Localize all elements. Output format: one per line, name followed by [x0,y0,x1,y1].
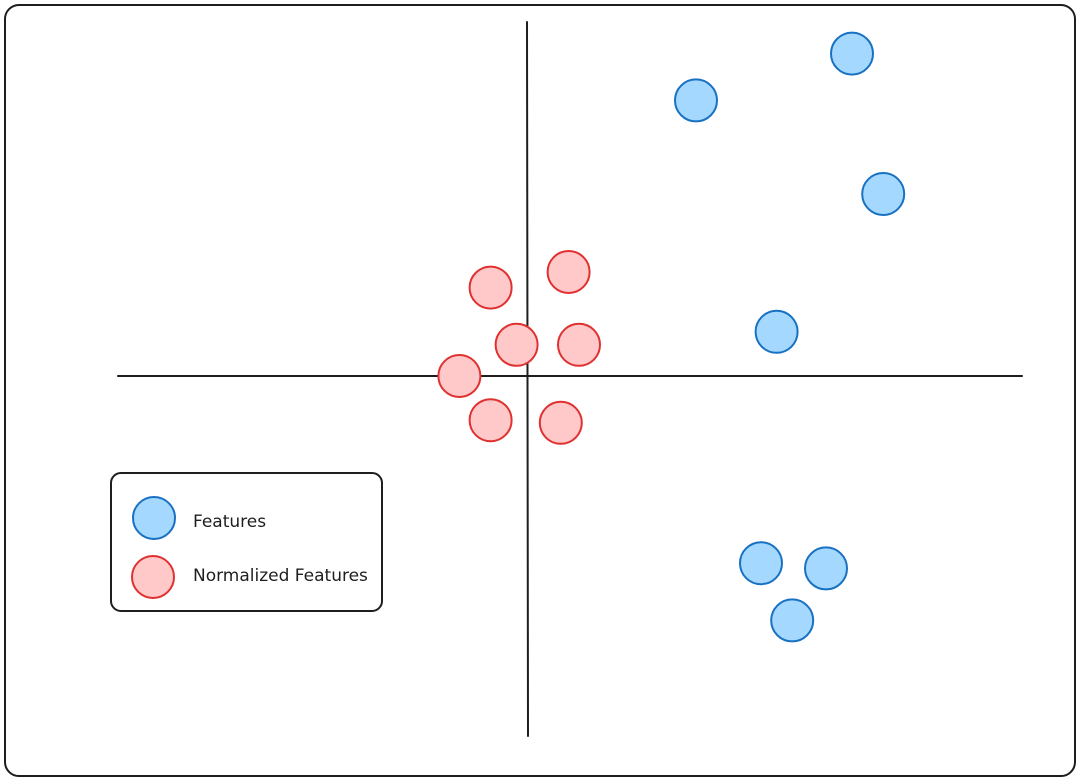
legend-label-features: Features [193,512,266,532]
normalized-features-point-1 [468,265,513,310]
features-point-5 [739,541,783,586]
legend-swatch-features [132,496,176,540]
features-point-3 [861,172,906,216]
chart-frame [4,4,1076,777]
legend-box [110,472,383,612]
features-point-4 [754,309,799,354]
legend-label-normalized-features: Normalized Features [193,566,368,586]
legend-swatch-normalized-features [131,555,175,599]
normalized-features-point-5 [437,354,482,398]
normalized-features-point-7 [538,400,583,445]
features-point-1 [674,78,718,123]
y-axis [526,21,529,737]
normalized-features-point-2 [546,250,591,294]
legend: Features Normalized Features [110,472,383,612]
features-point-2 [830,31,874,76]
points-layer [437,31,906,643]
features-point-6 [804,546,848,591]
normalized-features-point-4 [557,322,601,367]
features-point-7 [770,598,815,643]
normalized-features-point-6 [468,398,513,443]
normalized-features-point-3 [494,322,539,367]
